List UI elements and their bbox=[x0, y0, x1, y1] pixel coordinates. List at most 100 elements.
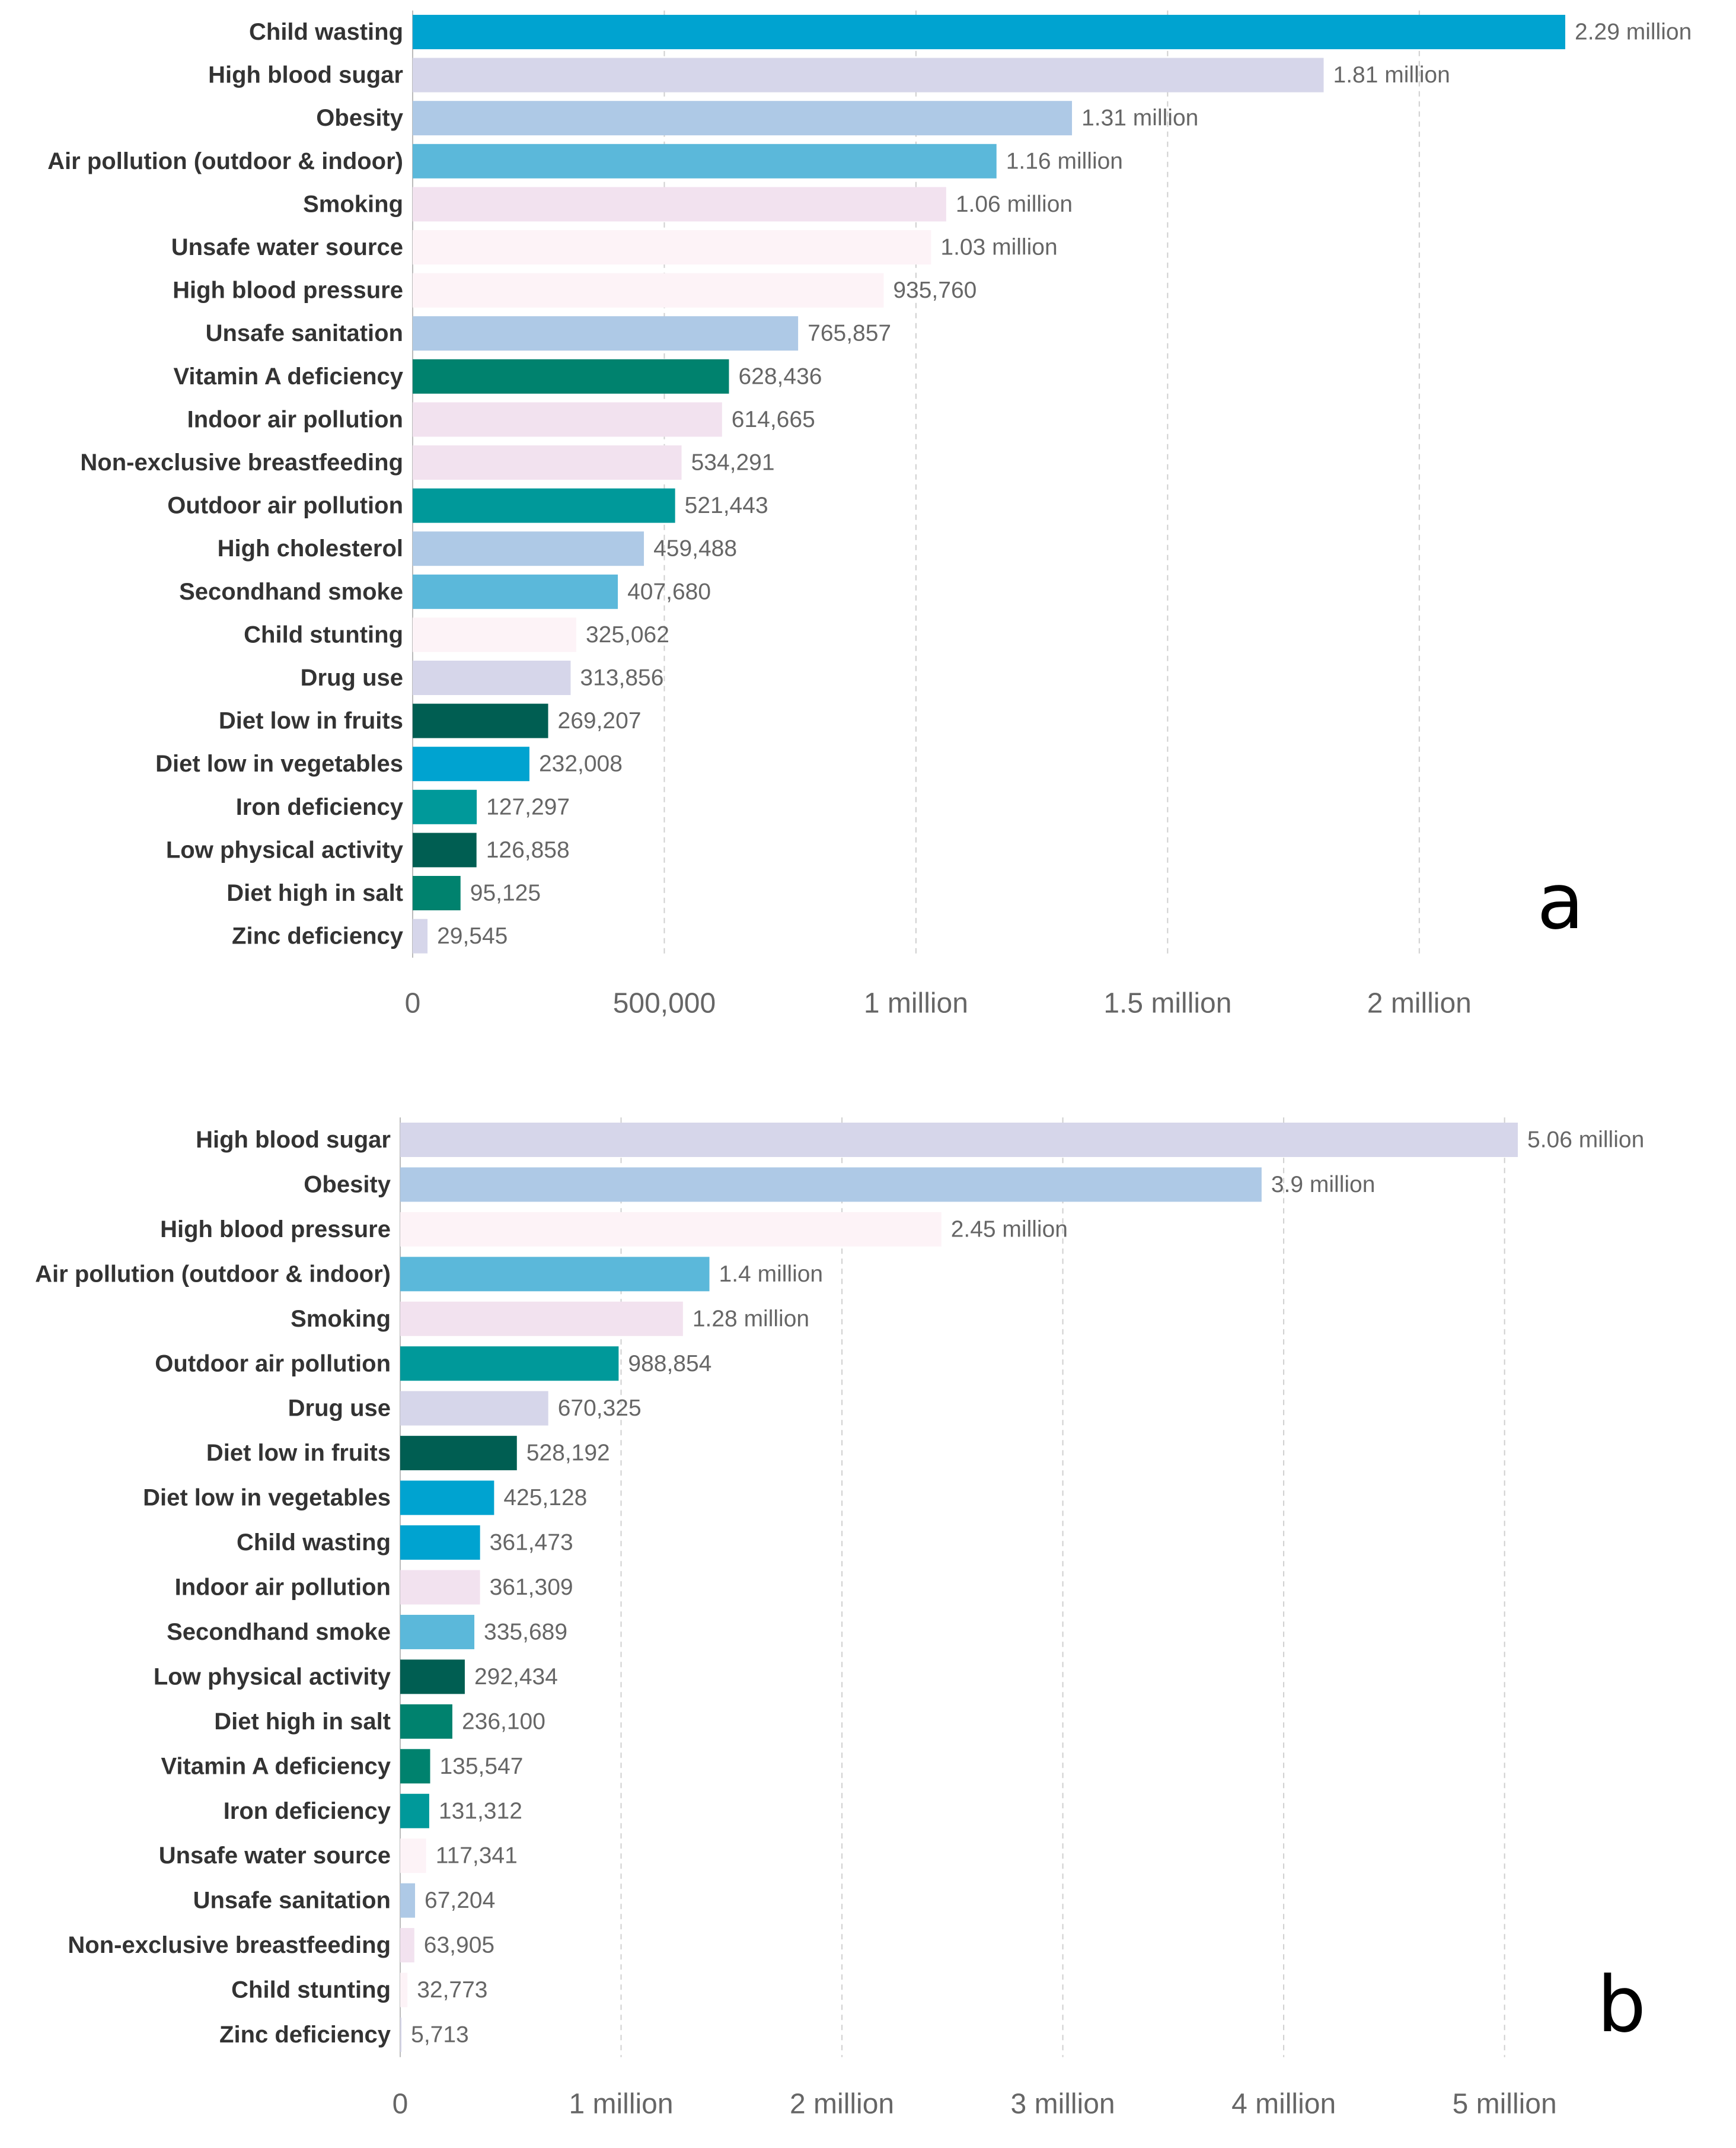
value-label: 1.16 million bbox=[1006, 148, 1123, 174]
bar bbox=[413, 144, 997, 179]
category-label: Diet low in vegetables bbox=[143, 1485, 391, 1511]
bar bbox=[413, 876, 461, 910]
bar bbox=[400, 1883, 416, 1918]
value-label: 5,713 bbox=[411, 2022, 469, 2048]
bar bbox=[413, 661, 571, 695]
value-label: 335,689 bbox=[484, 1619, 567, 1645]
value-label: 528,192 bbox=[526, 1441, 610, 1466]
bar bbox=[413, 273, 884, 308]
bar bbox=[400, 1123, 1518, 1157]
value-label: 1.06 million bbox=[956, 192, 1073, 217]
category-label: Obesity bbox=[304, 1171, 391, 1197]
category-label: High blood sugar bbox=[208, 62, 403, 88]
value-label: 236,100 bbox=[462, 1709, 545, 1734]
value-label: 117,341 bbox=[436, 1843, 518, 1869]
bar bbox=[400, 1659, 465, 1694]
category-label: Diet low in fruits bbox=[219, 708, 403, 734]
bar bbox=[413, 789, 477, 824]
category-label: Child stunting bbox=[231, 1977, 391, 2003]
value-label: 63,905 bbox=[424, 1933, 494, 1958]
category-label: Zinc deficiency bbox=[219, 2022, 391, 2048]
x-tick-label: 1 million bbox=[569, 2089, 673, 2120]
bar bbox=[400, 1793, 429, 1828]
bar bbox=[413, 402, 722, 437]
bar bbox=[413, 101, 1073, 136]
category-label: Unsafe water source bbox=[171, 234, 403, 260]
category-label: Diet high in salt bbox=[226, 880, 403, 906]
bar bbox=[400, 1212, 942, 1247]
value-label: 67,204 bbox=[425, 1888, 495, 1913]
panel-label: a bbox=[1537, 856, 1584, 946]
bar bbox=[400, 1749, 430, 1784]
bar bbox=[413, 574, 618, 609]
category-label: Obesity bbox=[316, 105, 403, 131]
value-label: 988,854 bbox=[628, 1351, 711, 1376]
category-label: Unsafe sanitation bbox=[193, 1888, 391, 1914]
category-label: Low physical activity bbox=[154, 1663, 391, 1690]
x-tick-label: 0 bbox=[392, 2089, 409, 2120]
value-label: 3.9 million bbox=[1271, 1172, 1376, 1197]
category-label: Diet low in fruits bbox=[206, 1440, 391, 1466]
category-label: Smoking bbox=[291, 1306, 391, 1332]
category-label: Vitamin A deficiency bbox=[161, 1753, 391, 1779]
value-label: 407,680 bbox=[627, 579, 711, 604]
bar bbox=[413, 919, 428, 954]
bar bbox=[413, 359, 729, 394]
x-tick-label: 1 million bbox=[864, 988, 968, 1019]
bar bbox=[400, 1570, 480, 1605]
bar bbox=[400, 1972, 408, 2007]
category-label: Child wasting bbox=[249, 19, 403, 45]
value-label: 95,125 bbox=[470, 881, 541, 906]
category-label: Zinc deficiency bbox=[232, 923, 404, 949]
x-tick-label: 1.5 million bbox=[1103, 988, 1231, 1019]
bar bbox=[400, 1167, 1262, 1202]
bar bbox=[400, 2018, 402, 2052]
category-label: High blood pressure bbox=[173, 278, 403, 304]
category-label: Outdoor air pollution bbox=[167, 493, 403, 519]
bar bbox=[413, 833, 477, 868]
chart-panel-a: Child wasting 2.29 million High blood suga… bbox=[47, 10, 1692, 1019]
bar bbox=[413, 445, 682, 480]
value-label: 361,309 bbox=[490, 1575, 573, 1600]
value-label: 127,297 bbox=[486, 794, 570, 820]
value-label: 232,008 bbox=[539, 751, 623, 777]
bar bbox=[413, 617, 576, 652]
value-label: 628,436 bbox=[738, 364, 822, 389]
category-label: High blood sugar bbox=[196, 1127, 391, 1153]
value-label: 126,858 bbox=[486, 837, 570, 863]
category-label: Low physical activity bbox=[166, 837, 404, 863]
x-tick-label: 0 bbox=[405, 988, 421, 1019]
x-tick-label: 2 million bbox=[790, 2089, 894, 2120]
value-label: 131,312 bbox=[439, 1798, 522, 1824]
value-label: 1.28 million bbox=[693, 1306, 809, 1331]
category-label: Drug use bbox=[301, 665, 403, 691]
category-label: Diet high in salt bbox=[214, 1709, 391, 1735]
bar bbox=[400, 1838, 426, 1873]
bar bbox=[413, 531, 644, 566]
bar bbox=[400, 1525, 480, 1560]
value-label: 459,488 bbox=[653, 536, 737, 562]
bar bbox=[400, 1391, 548, 1426]
category-label: Drug use bbox=[288, 1395, 391, 1422]
bar bbox=[400, 1346, 619, 1381]
bar bbox=[400, 1928, 414, 1963]
category-label: Air pollution (outdoor & indoor) bbox=[35, 1261, 391, 1287]
category-label: Unsafe sanitation bbox=[206, 320, 403, 346]
value-label: 2.29 million bbox=[1575, 20, 1692, 45]
bar bbox=[413, 703, 548, 738]
category-label: Non-exclusive breastfeeding bbox=[68, 1932, 391, 1958]
category-label: Secondhand smoke bbox=[167, 1619, 391, 1645]
category-label: High blood pressure bbox=[160, 1216, 391, 1242]
bar bbox=[400, 1301, 683, 1336]
category-label: Vitamin A deficiency bbox=[173, 364, 403, 390]
x-tick-label: 500,000 bbox=[613, 988, 716, 1019]
category-label: Outdoor air pollution bbox=[155, 1350, 391, 1376]
category-label: High cholesterol bbox=[218, 536, 403, 562]
x-tick-label: 2 million bbox=[1367, 988, 1472, 1019]
value-label: 1.31 million bbox=[1081, 106, 1198, 131]
value-label: 614,665 bbox=[732, 407, 815, 432]
value-label: 425,128 bbox=[503, 1485, 587, 1510]
value-label: 325,062 bbox=[586, 622, 669, 648]
bar bbox=[400, 1436, 517, 1471]
